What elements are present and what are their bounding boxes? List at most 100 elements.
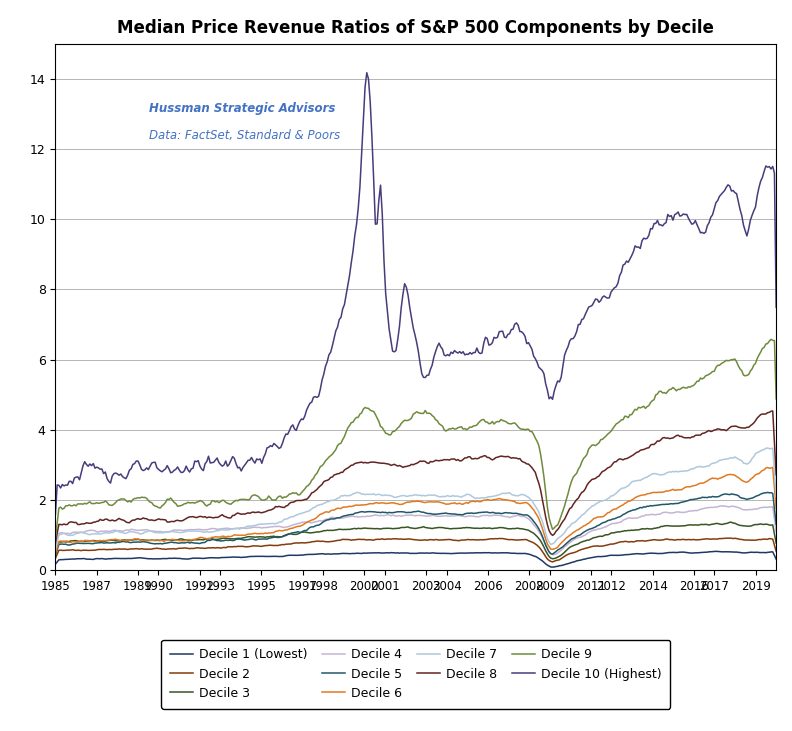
Decile 1 (Lowest) bbox=[744, 548, 753, 557]
Decile 2 bbox=[725, 534, 734, 542]
Decile 3 bbox=[372, 524, 382, 533]
Decile 7 bbox=[372, 490, 382, 499]
Decile 6 bbox=[644, 489, 653, 498]
Decile 6 bbox=[407, 497, 417, 506]
Decile 1 (Lowest) bbox=[372, 548, 382, 557]
Text: Data: FactSet, Standard & Poors: Data: FactSet, Standard & Poors bbox=[149, 129, 341, 142]
Decile 5 bbox=[644, 502, 653, 511]
Decile 9 bbox=[291, 488, 301, 497]
Decile 4 bbox=[407, 511, 417, 520]
Decile 5 bbox=[372, 508, 382, 517]
Decile 3 bbox=[645, 525, 655, 534]
Decile 2 bbox=[744, 536, 753, 545]
Decile 4 bbox=[550, 550, 559, 559]
Decile 10 (Highest) bbox=[291, 426, 301, 435]
Decile 5 bbox=[291, 528, 301, 537]
Decile 6 bbox=[74, 537, 84, 546]
Decile 5 bbox=[763, 488, 772, 497]
Decile 3 bbox=[74, 537, 84, 546]
Line: Decile 2: Decile 2 bbox=[55, 538, 776, 562]
Decile 10 (Highest) bbox=[742, 232, 752, 240]
Decile 6 bbox=[771, 504, 781, 513]
Decile 10 (Highest) bbox=[645, 224, 655, 233]
Decile 9 bbox=[372, 414, 382, 423]
Decile 5 bbox=[407, 508, 417, 517]
Decile 5 bbox=[51, 551, 60, 560]
Decile 9 bbox=[766, 335, 775, 344]
Decile 1 (Lowest) bbox=[645, 549, 655, 558]
Decile 4 bbox=[74, 528, 84, 537]
Decile 2 bbox=[51, 554, 60, 563]
Decile 2 bbox=[372, 535, 382, 544]
Decile 8 bbox=[51, 539, 60, 548]
Decile 10 (Highest) bbox=[409, 323, 418, 332]
Decile 4 bbox=[717, 501, 726, 510]
Decile 7 bbox=[74, 529, 84, 537]
Decile 1 (Lowest) bbox=[407, 549, 417, 558]
Line: Decile 1 (Lowest): Decile 1 (Lowest) bbox=[55, 551, 776, 567]
Decile 9 bbox=[51, 534, 60, 542]
Decile 2 bbox=[407, 535, 417, 544]
Decile 9 bbox=[644, 401, 653, 410]
Decile 7 bbox=[771, 492, 781, 501]
Line: Decile 8: Decile 8 bbox=[55, 411, 776, 543]
Decile 2 bbox=[645, 536, 655, 545]
Decile 1 (Lowest) bbox=[771, 555, 781, 564]
Line: Decile 10 (Highest): Decile 10 (Highest) bbox=[55, 72, 776, 514]
Decile 3 bbox=[548, 554, 558, 563]
Decile 6 bbox=[741, 477, 750, 486]
Decile 8 bbox=[741, 424, 750, 433]
Decile 8 bbox=[771, 471, 781, 480]
Decile 8 bbox=[372, 458, 382, 467]
Decile 7 bbox=[407, 491, 417, 500]
Line: Decile 4: Decile 4 bbox=[55, 506, 776, 555]
Decile 4 bbox=[744, 505, 753, 514]
Decile 3 bbox=[771, 539, 781, 548]
Decile 4 bbox=[372, 511, 382, 520]
Decile 1 (Lowest) bbox=[711, 547, 721, 556]
Decile 10 (Highest) bbox=[51, 510, 60, 518]
Decile 9 bbox=[407, 414, 417, 423]
Decile 8 bbox=[291, 496, 301, 505]
Decile 6 bbox=[768, 463, 778, 471]
Decile 5 bbox=[74, 539, 84, 548]
Decile 10 (Highest) bbox=[374, 196, 383, 205]
Decile 7 bbox=[291, 511, 301, 520]
Decile 6 bbox=[372, 499, 382, 507]
Decile 9 bbox=[741, 371, 750, 380]
Decile 4 bbox=[51, 544, 60, 553]
Decile 4 bbox=[291, 520, 301, 529]
Line: Decile 3: Decile 3 bbox=[55, 522, 776, 558]
Decile 3 bbox=[407, 523, 417, 532]
Decile 1 (Lowest) bbox=[291, 551, 301, 560]
Line: Decile 6: Decile 6 bbox=[55, 467, 776, 553]
Decile 10 (Highest) bbox=[771, 303, 781, 312]
Line: Decile 7: Decile 7 bbox=[55, 448, 776, 550]
Decile 10 (Highest) bbox=[362, 68, 371, 77]
Decile 8 bbox=[644, 444, 653, 452]
Decile 8 bbox=[768, 406, 778, 415]
Line: Decile 9: Decile 9 bbox=[55, 339, 776, 538]
Decile 7 bbox=[644, 471, 653, 480]
Decile 3 bbox=[725, 518, 734, 526]
Decile 8 bbox=[407, 460, 417, 469]
Decile 2 bbox=[74, 546, 84, 555]
Decile 3 bbox=[51, 549, 60, 558]
Title: Median Price Revenue Ratios of S&P 500 Components by Decile: Median Price Revenue Ratios of S&P 500 C… bbox=[117, 19, 714, 37]
Decile 7 bbox=[51, 545, 60, 554]
Decile 9 bbox=[771, 395, 781, 404]
Decile 4 bbox=[645, 510, 655, 519]
Decile 7 bbox=[741, 459, 750, 468]
Decile 2 bbox=[291, 539, 301, 548]
Decile 3 bbox=[291, 530, 301, 539]
Text: Hussman Strategic Advisors: Hussman Strategic Advisors bbox=[149, 102, 336, 115]
Decile 8 bbox=[74, 520, 84, 529]
Decile 10 (Highest) bbox=[74, 475, 84, 484]
Decile 6 bbox=[51, 549, 60, 558]
Line: Decile 5: Decile 5 bbox=[55, 493, 776, 556]
Decile 6 bbox=[291, 523, 301, 531]
Decile 2 bbox=[548, 558, 558, 567]
Decile 1 (Lowest) bbox=[51, 560, 60, 569]
Decile 1 (Lowest) bbox=[548, 563, 558, 572]
Decile 9 bbox=[74, 499, 84, 508]
